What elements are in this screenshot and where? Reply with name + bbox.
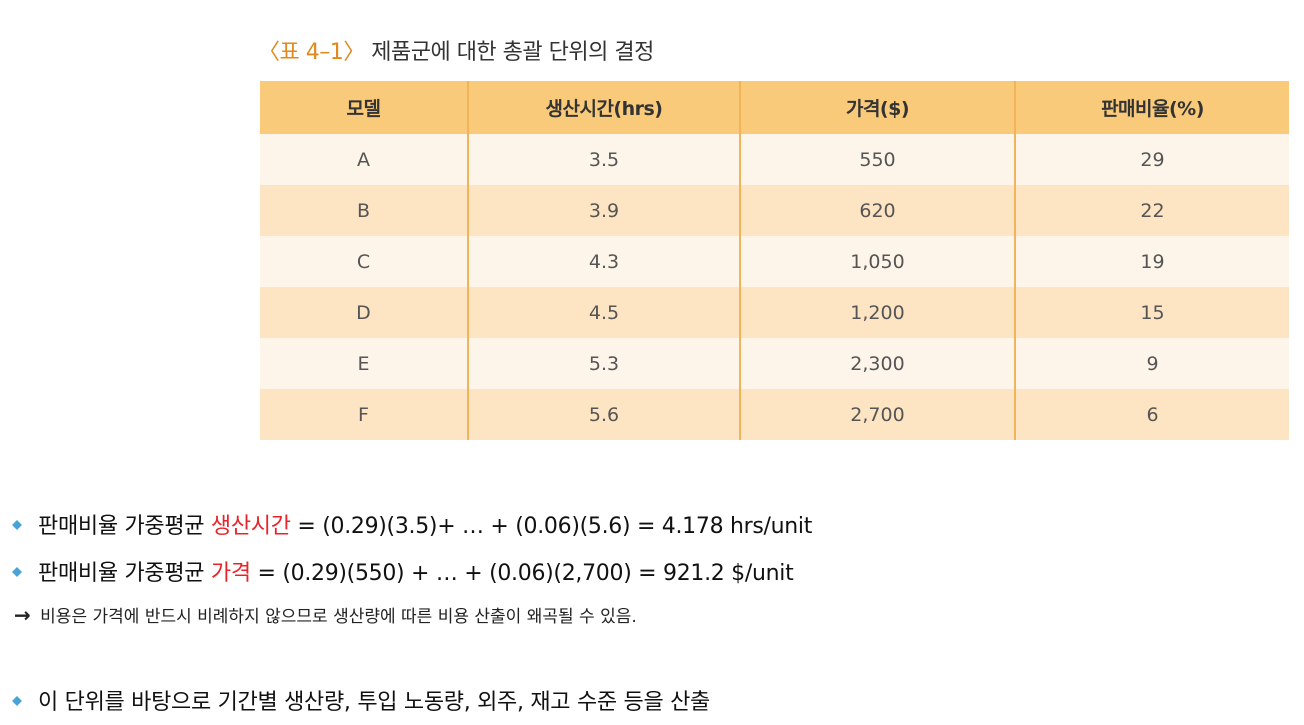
cell-sales-ratio: 22: [1014, 185, 1289, 236]
cell-production-time: 5.6: [467, 389, 740, 440]
cell-price: 620: [739, 185, 1015, 236]
diamond-bullet-icon: [12, 567, 22, 577]
header-model: 모델: [260, 81, 468, 134]
table-row: D 4.5 1,200 15: [260, 287, 1289, 338]
cell-price: 550: [739, 134, 1015, 185]
bullet-text-pre: 판매비율 가중평균: [38, 514, 211, 539]
cell-price: 1,200: [739, 287, 1015, 338]
table-row: B 3.9 620 22: [260, 185, 1289, 236]
cell-model: E: [260, 338, 468, 389]
bullet-text-post: = (0.29)(3.5)+ … + (0.06)(5.6) = 4.178 h…: [290, 514, 813, 539]
cell-production-time: 3.9: [467, 185, 740, 236]
bullet-weighted-time: 판매비율 가중평균 생산시간 = (0.29)(3.5)+ … + (0.06)…: [10, 508, 812, 540]
cell-model: C: [260, 236, 468, 287]
cell-price: 2,300: [739, 338, 1015, 389]
cell-sales-ratio: 15: [1014, 287, 1289, 338]
cell-model: D: [260, 287, 468, 338]
cell-model: B: [260, 185, 468, 236]
table-row: F 5.6 2,700 6: [260, 389, 1289, 440]
caption-number: 〈표 4–1〉: [258, 40, 365, 65]
cell-production-time: 4.5: [467, 287, 740, 338]
note-line: → 비용은 가격에 반드시 비례하지 않으므로 생산량에 따른 비용 산출이 왜…: [14, 602, 637, 627]
table-caption: 〈표 4–1〉 제품군에 대한 총괄 단위의 결정: [258, 34, 654, 66]
caption-title: 제품군에 대한 총괄 단위의 결정: [371, 40, 654, 65]
bullet-highlight: 가격: [210, 561, 251, 586]
bullet-text-pre: 판매비율 가중평균: [38, 561, 211, 586]
cell-production-time: 3.5: [467, 134, 740, 185]
cell-sales-ratio: 19: [1014, 236, 1289, 287]
bullet-aggregate-unit: 이 단위를 바탕으로 기간별 생산량, 투입 노동량, 외주, 재고 수준 등을…: [10, 684, 710, 716]
bullet-text-post: = (0.29)(550) + … + (0.06)(2,700) = 921.…: [250, 561, 794, 586]
bullet-text: 이 단위를 바탕으로 기간별 생산량, 투입 노동량, 외주, 재고 수준 등을…: [38, 690, 710, 715]
arrow-icon: →: [14, 603, 31, 627]
cell-sales-ratio: 6: [1014, 389, 1289, 440]
bullet-weighted-price: 판매비율 가중평균 가격 = (0.29)(550) + … + (0.06)(…: [10, 555, 794, 587]
table-header-row: 모델 생산시간(hrs) 가격($) 판매비율(%): [260, 81, 1289, 134]
diamond-bullet-icon: [12, 520, 22, 530]
header-sales-ratio: 판매비율(%): [1014, 81, 1289, 134]
table-row: E 5.3 2,300 9: [260, 338, 1289, 389]
header-price: 가격($): [739, 81, 1015, 134]
table-row: A 3.5 550 29: [260, 134, 1289, 185]
cell-model: F: [260, 389, 468, 440]
bullet-highlight: 생산시간: [210, 514, 291, 539]
note-text: 비용은 가격에 반드시 비례하지 않으므로 생산량에 따른 비용 산출이 왜곡될…: [40, 607, 637, 627]
cell-sales-ratio: 29: [1014, 134, 1289, 185]
cell-production-time: 4.3: [467, 236, 740, 287]
header-production-time: 생산시간(hrs): [467, 81, 740, 134]
cell-price: 1,050: [739, 236, 1015, 287]
diamond-bullet-icon: [12, 696, 22, 706]
cell-price: 2,700: [739, 389, 1015, 440]
cell-model: A: [260, 134, 468, 185]
cell-sales-ratio: 9: [1014, 338, 1289, 389]
product-table: 모델 생산시간(hrs) 가격($) 판매비율(%) A 3.5 550 29 …: [260, 81, 1289, 440]
table-row: C 4.3 1,050 19: [260, 236, 1289, 287]
cell-production-time: 5.3: [467, 338, 740, 389]
